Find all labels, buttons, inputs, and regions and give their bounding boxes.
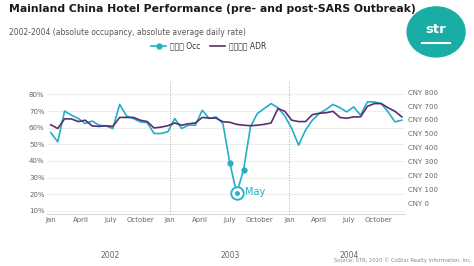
Text: Source: STR, 2020 © CoStar Realty Information, Inc.: Source: STR, 2020 © CoStar Realty Inform…: [334, 258, 472, 263]
Text: 2002-2004 (absolute occupancy, absolute average daily rate): 2002-2004 (absolute occupancy, absolute …: [9, 28, 246, 37]
Circle shape: [407, 7, 465, 57]
Text: 2004: 2004: [339, 251, 359, 260]
Text: 2003: 2003: [220, 251, 239, 260]
Text: May: May: [245, 187, 265, 197]
Text: 2002: 2002: [101, 251, 120, 260]
Text: str: str: [426, 23, 447, 36]
Legend: 入住率 Occ, 平均房价 ADR: 入住率 Occ, 平均房价 ADR: [148, 38, 269, 53]
Text: Mainland China Hotel Performance (pre- and post-SARS Outbreak): Mainland China Hotel Performance (pre- a…: [9, 4, 416, 14]
